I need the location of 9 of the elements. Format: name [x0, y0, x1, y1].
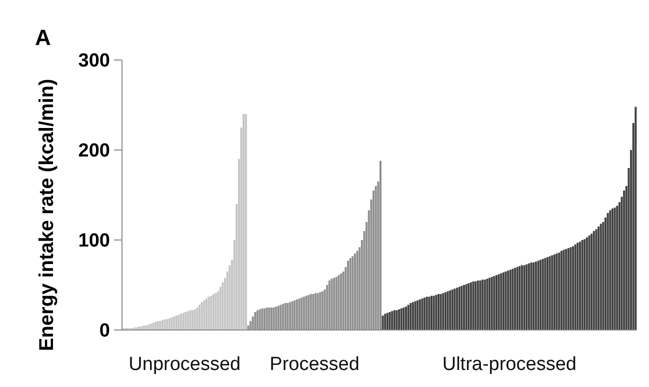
series-label: Unprocessed: [128, 354, 241, 375]
y-tick-label: 100: [78, 230, 110, 252]
y-axis-title: Energy intake rate (kcal/min): [36, 78, 58, 352]
y-tick-label: 0: [99, 320, 110, 342]
y-tick-label: 300: [78, 50, 110, 72]
series-label: Processed: [270, 354, 360, 375]
series-label: Ultra-processed: [442, 354, 576, 375]
chart-title: A: [35, 25, 51, 50]
y-tick-label: 200: [78, 140, 110, 162]
